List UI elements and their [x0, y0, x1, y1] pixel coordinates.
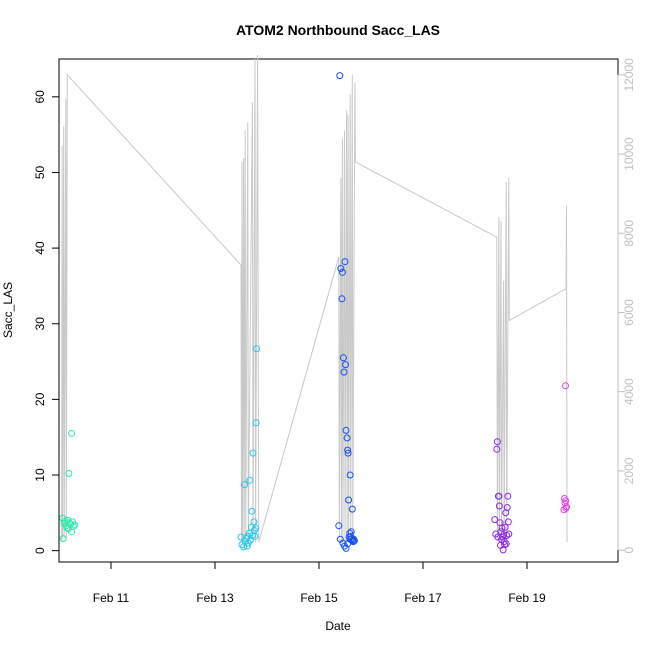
y2-tick-label: 10000 — [622, 137, 636, 171]
chart-title: ATOM2 Northbound Sacc_LAS — [236, 22, 440, 38]
data-point-series-2 — [252, 524, 260, 532]
data-point-series-3 — [342, 426, 350, 434]
y-tick-label: 60 — [33, 90, 47, 104]
data-point-series-2 — [248, 507, 256, 515]
y2-tick-label: 4000 — [622, 378, 636, 405]
data-point-series-4 — [500, 538, 508, 546]
data-point-series-2 — [252, 419, 260, 427]
data-point-series-5 — [562, 497, 570, 505]
data-point-series-1 — [68, 429, 75, 437]
data-point-series-4 — [502, 540, 510, 548]
data-point-series-3 — [347, 528, 355, 536]
x-tick-label: Feb 13 — [196, 591, 234, 605]
data-point-series-3 — [340, 368, 348, 376]
data-point-series-2 — [251, 532, 259, 540]
secondary-line-series — [61, 54, 568, 543]
data-point-series-5 — [560, 506, 568, 514]
data-point-series-3 — [344, 449, 352, 457]
y-tick-label: 10 — [33, 468, 47, 482]
data-point-series-4 — [504, 492, 512, 500]
y2-tick-label: 8000 — [622, 220, 636, 247]
data-point-series-3 — [337, 265, 345, 272]
data-point-series-3 — [343, 434, 351, 442]
scatter-points-layer — [59, 72, 570, 554]
data-point-series-4 — [498, 524, 506, 532]
data-point-series-2 — [246, 476, 254, 484]
x-tick-label: Feb 11 — [93, 591, 130, 605]
y-axis-title: Sacc_LAS — [1, 282, 15, 338]
data-point-series-3 — [339, 354, 347, 362]
data-point-series-4 — [491, 516, 499, 524]
data-point-series-3 — [342, 544, 350, 552]
y2-tick-label: 12000 — [622, 58, 636, 92]
data-point-series-4 — [505, 530, 513, 538]
data-point-series-3 — [341, 258, 349, 266]
x-axis: Feb 11 Feb 13 Feb 15 Feb 17 Feb 19 — [93, 561, 546, 605]
data-point-series-3 — [336, 72, 344, 80]
y2-tick-label: 2000 — [622, 457, 636, 484]
data-point-series-5 — [562, 382, 569, 390]
data-point-series-4 — [501, 523, 509, 531]
y-tick-label: 20 — [33, 392, 47, 406]
data-point-series-4 — [503, 504, 511, 511]
data-point-series-3 — [335, 522, 343, 530]
data-point-series-4 — [497, 541, 504, 549]
data-point-series-4 — [493, 445, 501, 453]
y-tick-label: 30 — [33, 317, 47, 331]
y-tick-label: 50 — [33, 165, 47, 179]
data-point-series-4 — [495, 502, 503, 510]
data-point-series-1 — [71, 521, 79, 529]
y2-tick-label: 0 — [622, 546, 636, 553]
data-point-series-2 — [253, 345, 261, 353]
x-tick-label: Feb 19 — [508, 591, 546, 605]
data-point-series-3 — [346, 471, 354, 479]
data-point-series-2 — [246, 536, 254, 544]
x-tick-label: Feb 15 — [300, 591, 338, 605]
data-point-series-3 — [348, 505, 356, 513]
data-point-series-4 — [493, 438, 501, 446]
data-point-series-2 — [241, 481, 249, 489]
data-point-series-4 — [495, 492, 503, 500]
data-point-series-3 — [338, 295, 346, 303]
data-point-series-3 — [344, 446, 352, 454]
y-axis-right: 0 2000 4000 6000 8000 10000 12000 — [617, 58, 636, 553]
data-point-series-3 — [345, 496, 353, 504]
y2-tick-label: 6000 — [622, 299, 636, 326]
data-point-series-1 — [65, 470, 73, 477]
data-point-series-2 — [249, 449, 257, 457]
x-tick-label: Feb 17 — [404, 591, 442, 605]
data-point-series-3 — [342, 361, 349, 369]
y-tick-label: 0 — [33, 547, 47, 554]
y-axis-left: 0 10 20 30 40 50 60 — [33, 90, 60, 554]
x-axis-title: Date — [325, 619, 351, 633]
data-point-series-1 — [59, 535, 67, 543]
line-series-layer — [61, 54, 568, 543]
data-point-series-3 — [338, 268, 346, 276]
data-point-series-4 — [503, 532, 511, 539]
data-point-series-1 — [70, 522, 78, 530]
data-point-series-3 — [350, 537, 358, 545]
data-point-series-4 — [504, 518, 512, 526]
y-tick-label: 40 — [33, 241, 47, 255]
data-point-series-2 — [243, 542, 251, 550]
data-point-series-4 — [500, 531, 508, 539]
